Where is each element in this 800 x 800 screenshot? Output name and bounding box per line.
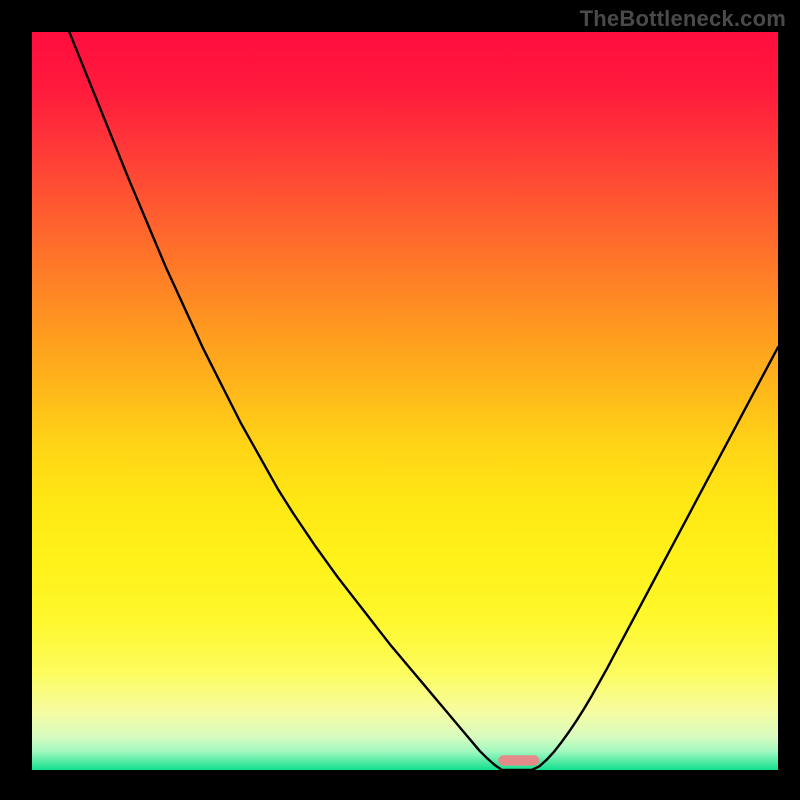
plot-background-gradient xyxy=(32,32,778,770)
chart-frame: TheBottleneck.com xyxy=(0,0,800,800)
optimal-zone-marker xyxy=(498,755,539,765)
bottleneck-curve-chart xyxy=(0,0,800,800)
